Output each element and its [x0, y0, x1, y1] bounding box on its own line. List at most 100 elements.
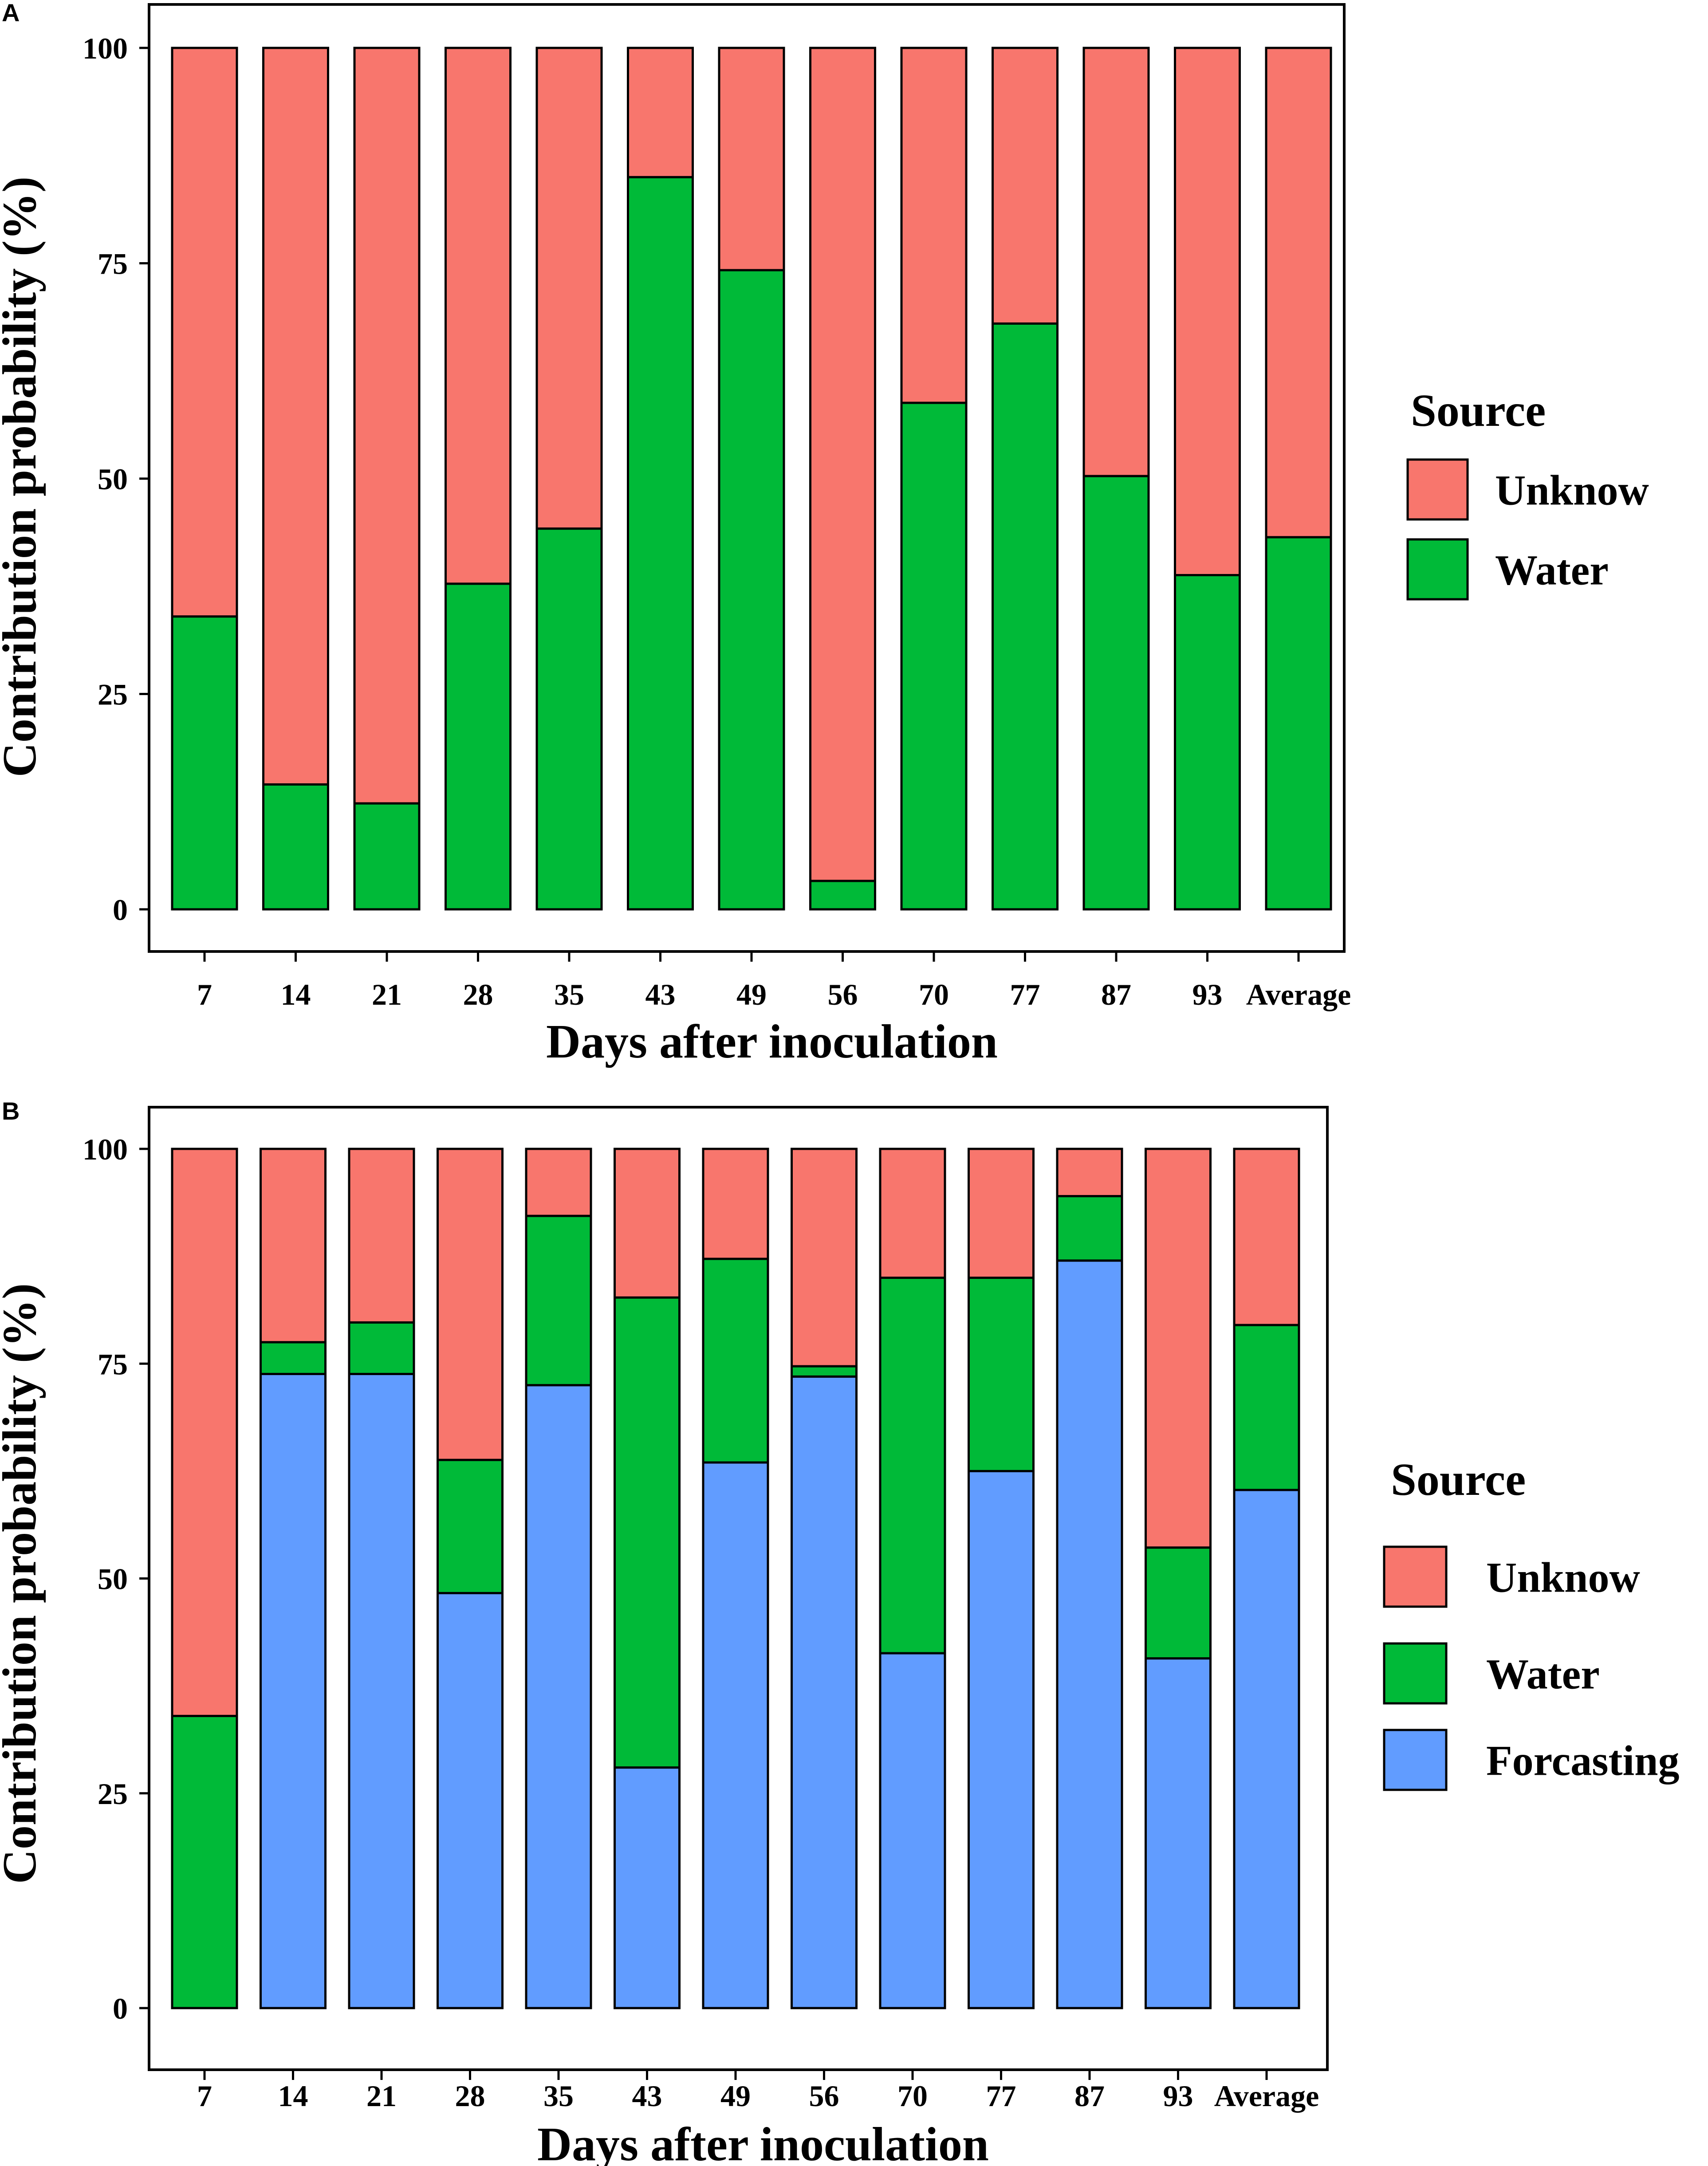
- y-tick-label: 25: [98, 1777, 128, 1811]
- bar-unknow-49: [718, 47, 785, 271]
- bar-water-49: [702, 1258, 769, 1464]
- x-tick-label: 21: [372, 978, 402, 1011]
- legend-label-water: Water: [1486, 1651, 1600, 1698]
- x-tick-label: 43: [632, 2079, 662, 2113]
- panel-b-letter: B: [2, 1097, 20, 1125]
- x-tick-label: 43: [645, 978, 676, 1011]
- y-tick-label: 50: [98, 462, 128, 496]
- x-tick-label: 56: [828, 978, 858, 1011]
- legend-swatch-unknow: [1406, 458, 1469, 521]
- x-tick-label: 28: [455, 2079, 485, 2113]
- bar-forcasting-56: [791, 1375, 858, 2009]
- panel-b: B 0 25 50 75 100 7 14 21 28 35 43 49 56 70 77 87 93 Aver…: [0, 1097, 1680, 2166]
- x-tick-label: 49: [720, 2079, 751, 2113]
- bar-forcasting-21: [348, 1372, 415, 2009]
- bar-unknow-43: [627, 47, 694, 178]
- bar-unknow-28: [445, 47, 512, 585]
- panel-a-x-axis-title: Days after inoculation: [546, 1015, 998, 1068]
- bar-water-43: [627, 176, 694, 911]
- bar-water-70: [900, 401, 968, 911]
- bar-water-14: [260, 1341, 327, 1375]
- y-tick-label: 75: [98, 247, 128, 281]
- bar-water-49: [718, 269, 785, 911]
- y-tick-label: 0: [113, 1992, 128, 2025]
- legend-title: Source: [1411, 385, 1546, 436]
- x-tick-label: 49: [736, 978, 767, 1011]
- y-tick-label: 50: [98, 1562, 128, 1596]
- panel-a-bars: [171, 47, 1332, 911]
- bar-water-93: [1174, 574, 1241, 911]
- bar-unknow-93: [1174, 47, 1241, 577]
- bar-forcasting-35: [525, 1384, 592, 2009]
- legend-label-unknow: Unknow: [1495, 467, 1649, 514]
- bar-water-56: [791, 1365, 858, 1378]
- bar-unknow-77: [992, 47, 1059, 325]
- bar-forcasting-87: [1056, 1259, 1123, 2009]
- x-tick-label: 93: [1192, 978, 1223, 1011]
- bar-unknow-49: [702, 1148, 769, 1260]
- legend-label-water: Water: [1495, 546, 1609, 594]
- y-tick-label: 100: [83, 31, 128, 65]
- bar-unknow-43: [614, 1148, 681, 1299]
- bar-forcasting-77: [968, 1470, 1035, 2009]
- legend-swatch-water: [1406, 538, 1469, 601]
- legend-swatch-water: [1383, 1642, 1448, 1705]
- bar-unknow-14: [262, 47, 329, 786]
- bar-water-35: [525, 1215, 592, 1387]
- bar-unknow-7: [171, 47, 238, 618]
- bar-unknow-87: [1082, 47, 1150, 477]
- bar-forcasting-43: [614, 1766, 681, 2009]
- bar-forcasting-93: [1145, 1657, 1212, 2009]
- x-tick-label: 77: [1010, 978, 1040, 1011]
- panel-b-x-axis-title: Days after inoculation: [537, 2118, 989, 2166]
- y-tick-label: 100: [83, 1132, 128, 1166]
- bar-water-28: [437, 1458, 504, 1594]
- bar-unknow-7: [171, 1148, 238, 1717]
- legend-label-unknow: Unknow: [1486, 1554, 1640, 1601]
- legend-title: Source: [1391, 1454, 1526, 1505]
- panel-b-y-axis: 0 25 50 75 100: [83, 1132, 149, 2025]
- panel-a-y-axis-title: Contribution probability (%): [0, 177, 46, 777]
- bar-unknow-average: [1233, 1148, 1300, 1326]
- panel-b-y-axis-title: Contribution probability (%): [0, 1283, 46, 1884]
- panel-b-legend: Source Unknow Water Forcasting: [1383, 1454, 1680, 1791]
- x-tick-label: 77: [986, 2079, 1016, 2113]
- x-tick-label: 56: [809, 2079, 839, 2113]
- bar-water-77: [968, 1277, 1035, 1472]
- bar-unknow-21: [348, 1148, 415, 1324]
- bar-forcasting-average: [1233, 1489, 1300, 2009]
- legend-swatch-forcasting: [1383, 1729, 1448, 1791]
- bar-unknow-35: [525, 1148, 592, 1217]
- bar-water-87: [1056, 1195, 1123, 1262]
- bar-unknow-28: [437, 1148, 504, 1461]
- bar-water-average: [1265, 536, 1332, 911]
- bar-water-7: [171, 615, 238, 911]
- bar-unknow-56: [791, 1148, 858, 1368]
- x-tick-label: 7: [197, 2079, 212, 2113]
- x-tick-label: 70: [919, 978, 949, 1011]
- x-tick-label: 14: [281, 978, 311, 1011]
- y-tick-label: 25: [98, 678, 128, 712]
- bar-unknow-average: [1265, 47, 1332, 539]
- x-tick-label: 7: [197, 978, 212, 1011]
- x-tick-label: 28: [463, 978, 493, 1011]
- legend-swatch-unknow: [1383, 1545, 1448, 1608]
- panel-b-x-axis: 7 14 21 28 35 43 49 56 70 77 87 93 Average: [197, 2070, 1319, 2113]
- x-tick-label: Average: [1246, 978, 1351, 1011]
- bar-water-43: [614, 1296, 681, 1769]
- bar-forcasting-28: [437, 1592, 504, 2009]
- bar-unknow-35: [535, 47, 603, 530]
- x-tick-label: 70: [897, 2079, 928, 2113]
- x-tick-label: 35: [554, 978, 584, 1011]
- panel-a-letter: A: [2, 0, 20, 27]
- bar-unknow-93: [1145, 1148, 1212, 1549]
- bar-unknow-70: [900, 47, 968, 404]
- x-tick-label: 35: [543, 2079, 574, 2113]
- bar-forcasting-70: [879, 1652, 946, 2009]
- bar-unknow-56: [809, 47, 876, 882]
- bar-water-35: [535, 527, 603, 911]
- x-tick-label: 87: [1101, 978, 1131, 1011]
- bar-water-21: [348, 1321, 415, 1375]
- bar-water-70: [879, 1277, 946, 1655]
